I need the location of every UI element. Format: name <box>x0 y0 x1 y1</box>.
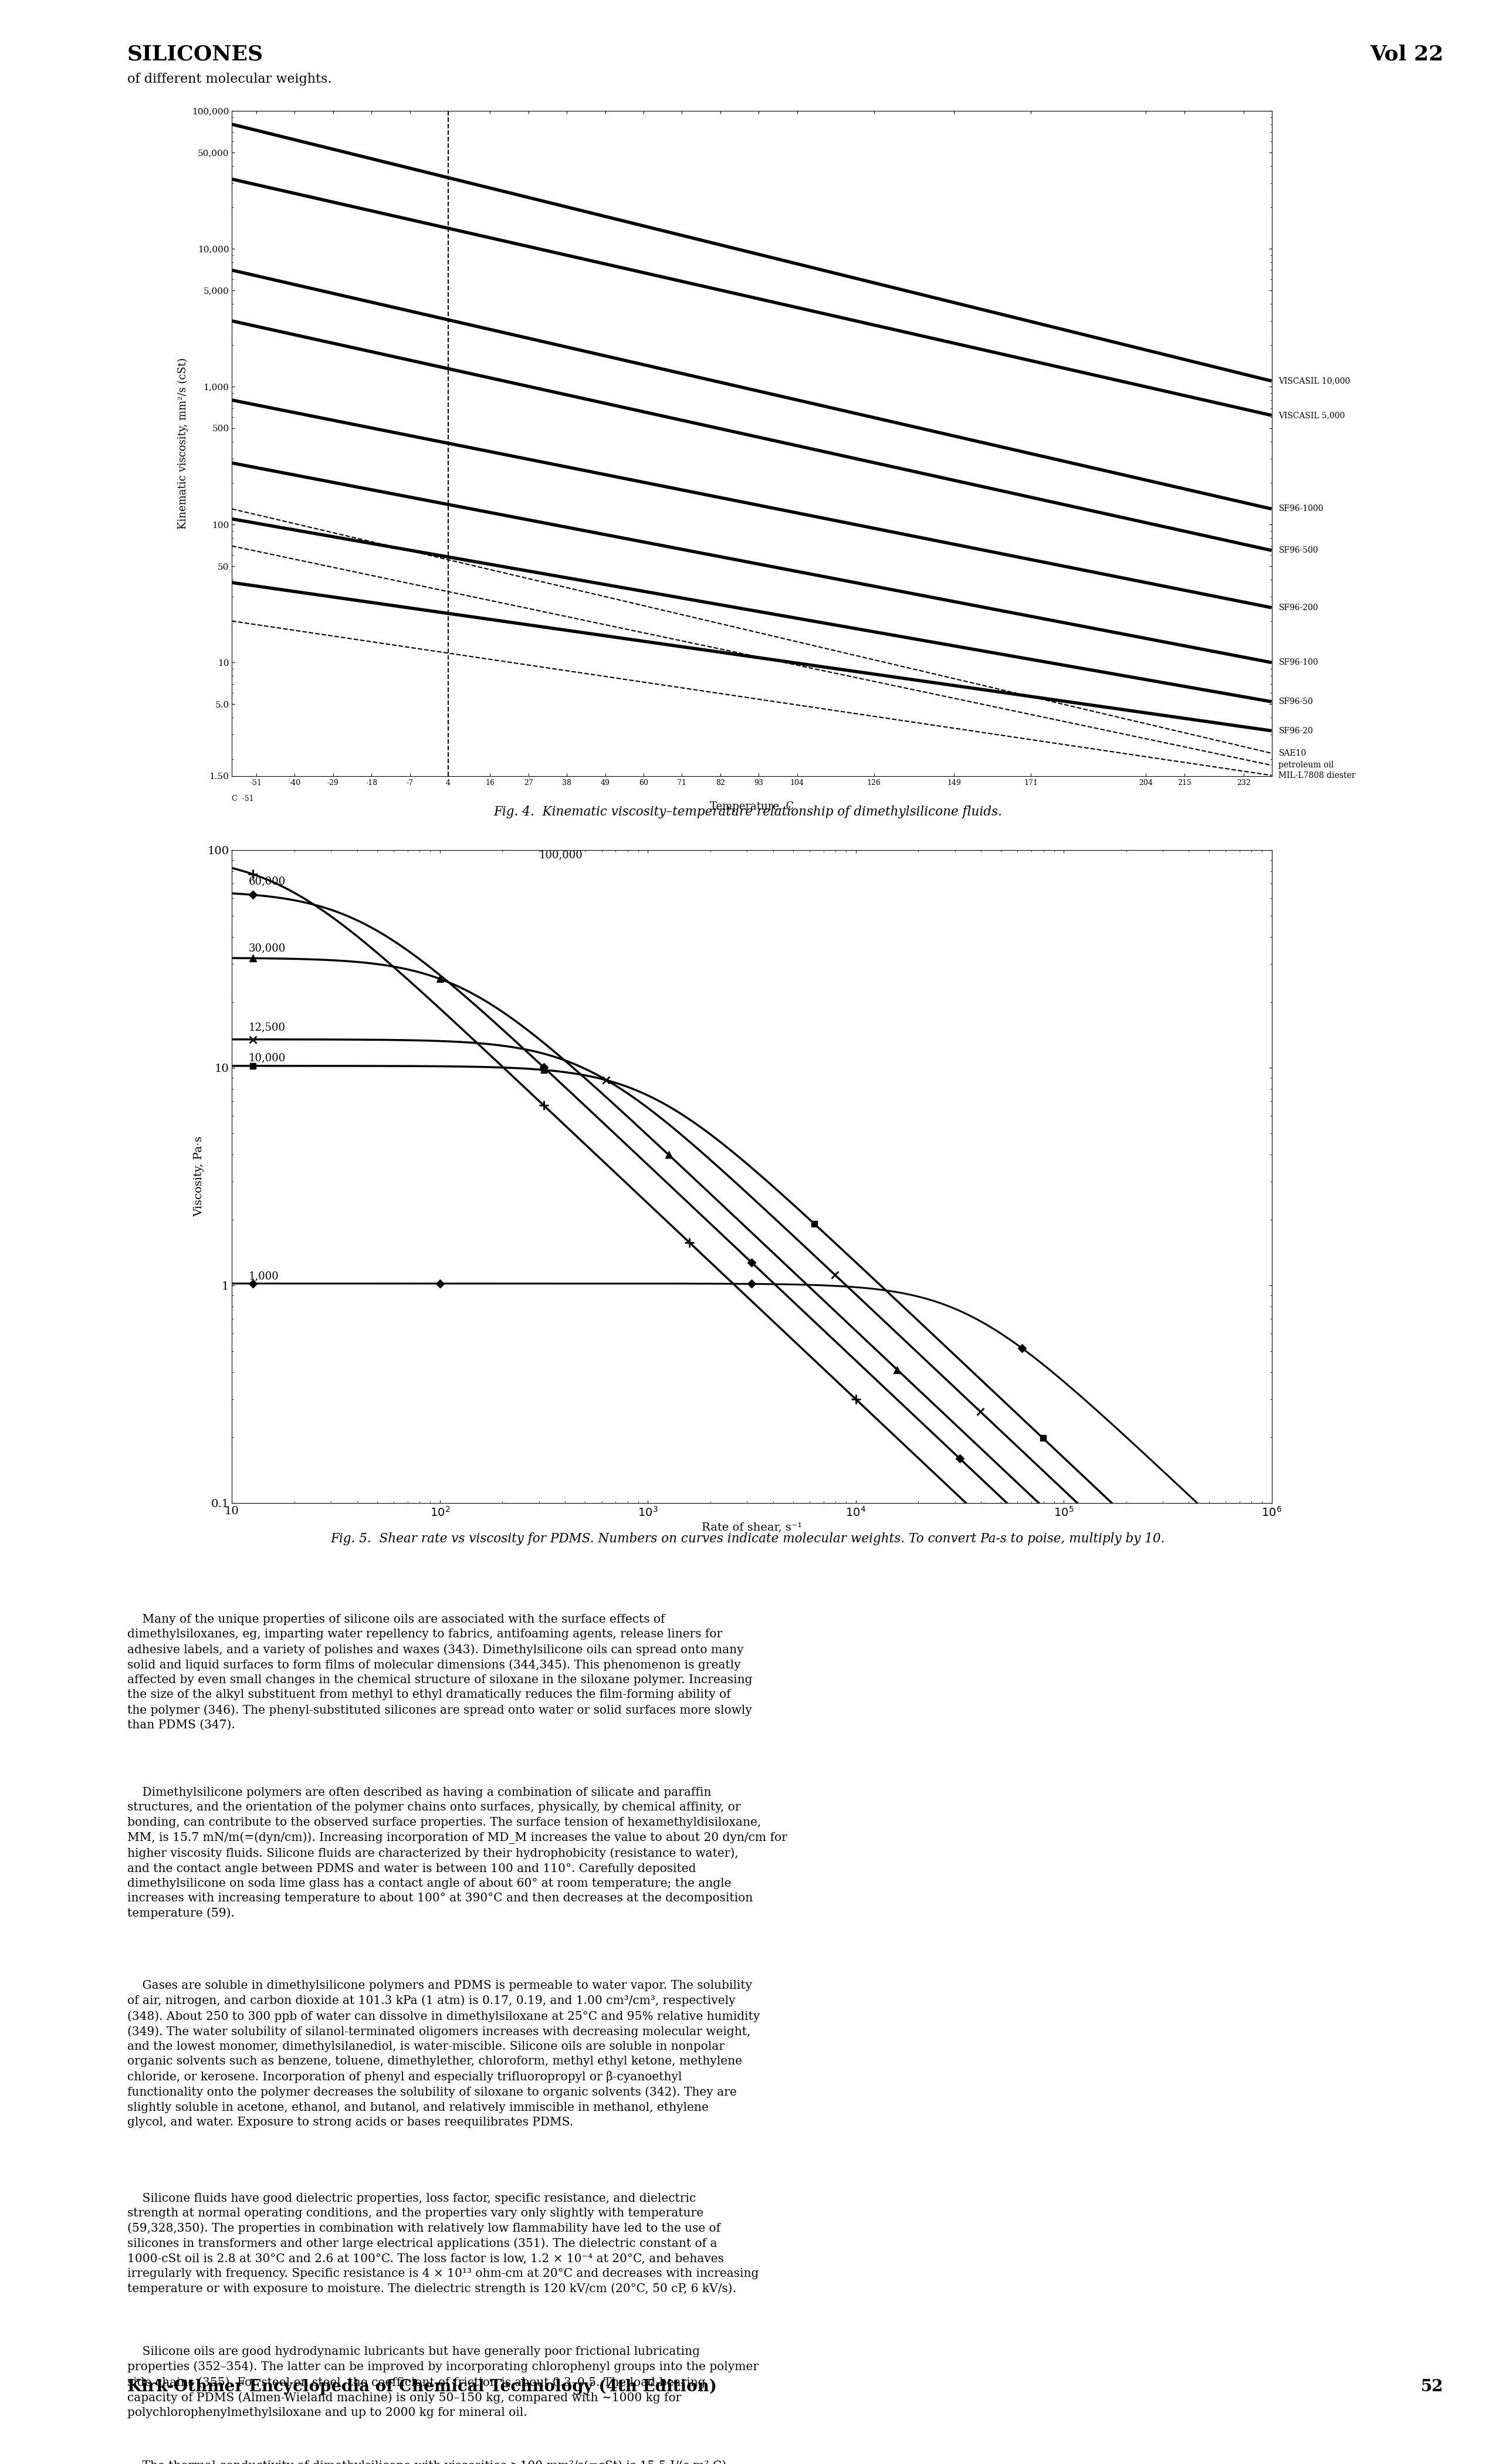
Text: C  -51: C -51 <box>232 796 254 803</box>
Y-axis label: Viscosity, Pa·s: Viscosity, Pa·s <box>193 1136 203 1217</box>
Text: 100,000: 100,000 <box>539 850 583 860</box>
Text: SILICONES: SILICONES <box>127 44 263 64</box>
Text: Many of the unique properties of silicone oils are associated with the surface e: Many of the unique properties of silicon… <box>127 1614 752 1730</box>
Text: SF96-1000: SF96-1000 <box>1279 505 1324 513</box>
Text: Silicone fluids have good dielectric properties, loss factor, specific resistanc: Silicone fluids have good dielectric pro… <box>127 2193 758 2294</box>
Text: 193: 193 <box>1101 922 1115 929</box>
Text: 10,000: 10,000 <box>248 1052 286 1062</box>
X-axis label: Rate of shear, s⁻¹: Rate of shear, s⁻¹ <box>702 1523 802 1533</box>
X-axis label: Temperature, C: Temperature, C <box>709 801 794 811</box>
Text: 1,000: 1,000 <box>248 1271 278 1281</box>
Text: of different molecular weights.: of different molecular weights. <box>127 71 332 86</box>
Text: SF96-50: SF96-50 <box>1279 697 1313 705</box>
Text: Fig. 5.  Shear rate vs viscosity for PDMS. Numbers on curves indicate molecular : Fig. 5. Shear rate vs viscosity for PDMS… <box>331 1533 1165 1545</box>
Text: SF96-100: SF96-100 <box>1279 658 1318 668</box>
Text: The thermal conductivity of dimethylsilicone with viscosities >100 mm²/s(=cSt) i: The thermal conductivity of dimethylsili… <box>127 2459 726 2464</box>
Text: 52: 52 <box>1421 2380 1444 2395</box>
Text: Vol 22: Vol 22 <box>1370 44 1444 64</box>
Y-axis label: Kinematic viscosity, mm²/s (cSt): Kinematic viscosity, mm²/s (cSt) <box>178 357 188 530</box>
Text: Silicone oils are good hydrodynamic lubricants but have generally poor frictiona: Silicone oils are good hydrodynamic lubr… <box>127 2346 758 2417</box>
Text: 60,000: 60,000 <box>248 877 286 887</box>
Text: 30,000: 30,000 <box>248 944 286 954</box>
Text: SAE10: SAE10 <box>1279 749 1306 756</box>
Text: 137: 137 <box>905 922 919 929</box>
Text: Gases are soluble in dimethylsilicone polymers and PDMS is permeable to water va: Gases are soluble in dimethylsilicone po… <box>127 1981 760 2129</box>
Text: petroleum oil: petroleum oil <box>1279 761 1334 769</box>
Text: Dimethylsilicone polymers are often described as having a combination of silicat: Dimethylsilicone polymers are often desc… <box>127 1786 787 1919</box>
Text: 116: 116 <box>832 922 847 929</box>
Text: MIL-L7808 diester: MIL-L7808 diester <box>1279 771 1355 779</box>
Text: VISCASIL 5,000: VISCASIL 5,000 <box>1279 411 1345 419</box>
Text: Fig. 4.  Kinematic viscosity–temperature relationship of dimethylsilicone fluids: Fig. 4. Kinematic viscosity–temperature … <box>494 806 1002 818</box>
Text: Kirk-Othmer Encyclopedia of Chemical Technology (4th Edition): Kirk-Othmer Encyclopedia of Chemical Tec… <box>127 2378 717 2395</box>
Text: SF96-20: SF96-20 <box>1279 727 1313 734</box>
Text: SF96-500: SF96-500 <box>1279 547 1318 554</box>
Text: VISCASIL 10,000: VISCASIL 10,000 <box>1279 377 1351 384</box>
Text: SF96-200: SF96-200 <box>1279 604 1318 611</box>
Text: 160: 160 <box>986 922 999 929</box>
Text: 12,500: 12,500 <box>248 1023 286 1032</box>
